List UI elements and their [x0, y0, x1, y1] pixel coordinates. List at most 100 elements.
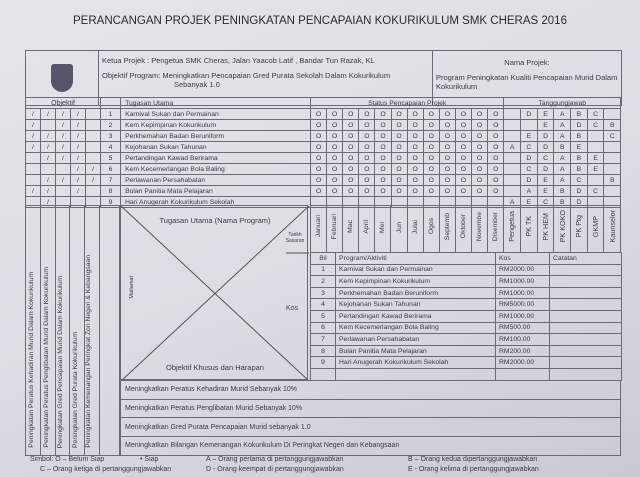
- month-label: Disember: [492, 211, 500, 242]
- budget-note: [549, 298, 622, 311]
- task-number: 3: [100, 130, 122, 142]
- responsibility-cell: [603, 108, 622, 120]
- budget-program: Kejohanan Sukan Tahunan: [335, 298, 496, 311]
- responsibility-cell: [603, 152, 622, 164]
- status-circle: O: [310, 174, 328, 186]
- objective-mark: /: [40, 141, 56, 153]
- objective-mark: /: [25, 130, 41, 142]
- status-circle: O: [422, 152, 440, 164]
- status-circle: O: [487, 130, 505, 142]
- responsibility-cell: [603, 141, 622, 153]
- status-circle: O: [358, 130, 376, 142]
- status-circle: O: [454, 119, 473, 131]
- program-objective-cont: Sebanyak 1.0: [174, 80, 220, 89]
- objective-vertical-labels: Peningkatan Peratus Kehadiran Murid Dala…: [25, 205, 120, 456]
- responsibility-cell: E: [536, 174, 555, 186]
- responsibility-cell: [603, 185, 622, 197]
- budget-row: 5 Pertandingan Kawad Berirama RM1000.00: [310, 309, 622, 323]
- status-circle: O: [326, 141, 344, 153]
- responsibility-cell: A: [553, 130, 572, 142]
- objective-mark: /: [55, 108, 71, 120]
- objective-mark: [84, 119, 102, 131]
- status-circle: O: [406, 108, 424, 120]
- objective-column: Peningkatan Peratus Kehadiran Murid Dala…: [25, 205, 41, 456]
- month-label: Ogos: [427, 218, 435, 235]
- status-circle: O: [422, 185, 440, 197]
- status-circle: O: [310, 130, 328, 142]
- project-name-label: Nama Projek:: [504, 58, 550, 67]
- status-circle: O: [454, 163, 473, 175]
- budget-row: 9 Hari Anugerah Kokurikulum Sekolah RM2000…: [310, 356, 622, 369]
- responsibility-cell: E: [586, 152, 605, 164]
- status-circle: O: [310, 119, 328, 131]
- task-row: / / //1 Karnival Sukan dan Permainan O O O O O O O…: [25, 108, 622, 120]
- status-circle: O: [406, 141, 424, 153]
- status-circle: O: [454, 152, 473, 164]
- project-leader: Ketua Projek : Pengetua SMK Cheras, Jala…: [102, 56, 375, 65]
- role-header-cell: Pengetua: [503, 205, 521, 253]
- status-circle: O: [454, 108, 473, 120]
- budget-cost: RM1000.00: [495, 286, 550, 300]
- month-header-cell: Mac: [342, 205, 360, 253]
- objective-mark: /: [70, 163, 86, 175]
- status-circle: O: [310, 108, 328, 120]
- legend-e: E - Orang kelima di pertanggungjawabkan: [408, 466, 539, 473]
- objective-mark: /: [84, 163, 102, 175]
- status-circle: O: [438, 152, 456, 164]
- month-role-headers: Januari Februari Mac April Mei Jun Julai Ogos Se…: [309, 205, 621, 253]
- status-circle: O: [374, 119, 392, 131]
- month-label: Januari: [315, 215, 323, 238]
- status-header: Status Pencapaian Projek: [310, 97, 505, 109]
- responsibility-cell: [503, 119, 522, 131]
- status-circle: O: [390, 174, 408, 186]
- status-circle: O: [390, 119, 408, 131]
- role-label: PK HEM: [540, 212, 550, 241]
- task-number: 7: [100, 174, 122, 186]
- legend-b: B – Orang kedua dipertanggungjawabkan: [408, 456, 538, 463]
- objective-label: Peningkatan Peratus Kehadiran Murid Dala…: [27, 272, 35, 448]
- objective-mark: /: [70, 119, 86, 131]
- status-circle: O: [326, 174, 344, 186]
- role-label: PK TK: [524, 216, 534, 237]
- month-header-cell: Februari: [326, 205, 344, 253]
- objective-text: Meningkatkan Bilangan Kemenangan Kokurik…: [120, 436, 621, 456]
- objective-mark: /: [70, 185, 86, 197]
- month-header-cell: Disember: [487, 205, 505, 253]
- objective-text: Meningkatkan Peratus Penglibatan Murid S…: [120, 398, 621, 419]
- objective-mark: /: [25, 119, 41, 131]
- budget-cost: RM2000.00: [495, 263, 550, 277]
- status-circle: O: [422, 108, 440, 120]
- status-circle: O: [422, 119, 440, 131]
- catatan-header: Catatan: [549, 252, 622, 265]
- status-circle: O: [342, 141, 360, 153]
- objective-column: Peningkatan Peratus Penglibatan Murid Da…: [39, 205, 56, 456]
- legend-a: A – Orang pertama di pertanggungjawabkan: [206, 456, 344, 463]
- objective-text: Meningkatkan Peratus Kehadiran Murid Seb…: [120, 380, 621, 400]
- responsibility-cell: D: [570, 119, 588, 131]
- responsibility-cell: E: [536, 108, 555, 120]
- responsibility-cell: D: [520, 152, 538, 164]
- responsibility-cell: [503, 174, 522, 186]
- status-circle: O: [342, 152, 360, 164]
- responsibility-cell: B: [570, 130, 588, 142]
- budget-note: [549, 263, 622, 277]
- task-name: Perkhemahan Badan Beruniform: [120, 130, 312, 142]
- month-label: Februari: [331, 213, 339, 240]
- status-circle: O: [374, 130, 392, 142]
- objektif-header: Objektif: [24, 97, 102, 109]
- status-circle: O: [326, 130, 344, 142]
- status-circle: O: [406, 174, 424, 186]
- status-circle: O: [374, 141, 392, 153]
- objective-row: Meningkatkan Gred Purata Pencapaian Muri…: [120, 417, 621, 438]
- budget-note: [549, 356, 622, 369]
- objective-mark: /: [25, 141, 41, 153]
- role-header-cell: GKMP: [586, 205, 605, 253]
- month-label: Mac: [347, 220, 355, 233]
- objective-mark: [55, 185, 71, 197]
- status-circle: O: [470, 163, 489, 175]
- status-circle: O: [487, 163, 505, 175]
- status-circle: O: [470, 152, 489, 164]
- status-circle: O: [358, 141, 376, 153]
- status-circle: O: [358, 163, 376, 175]
- school-logo-cell: [25, 50, 99, 106]
